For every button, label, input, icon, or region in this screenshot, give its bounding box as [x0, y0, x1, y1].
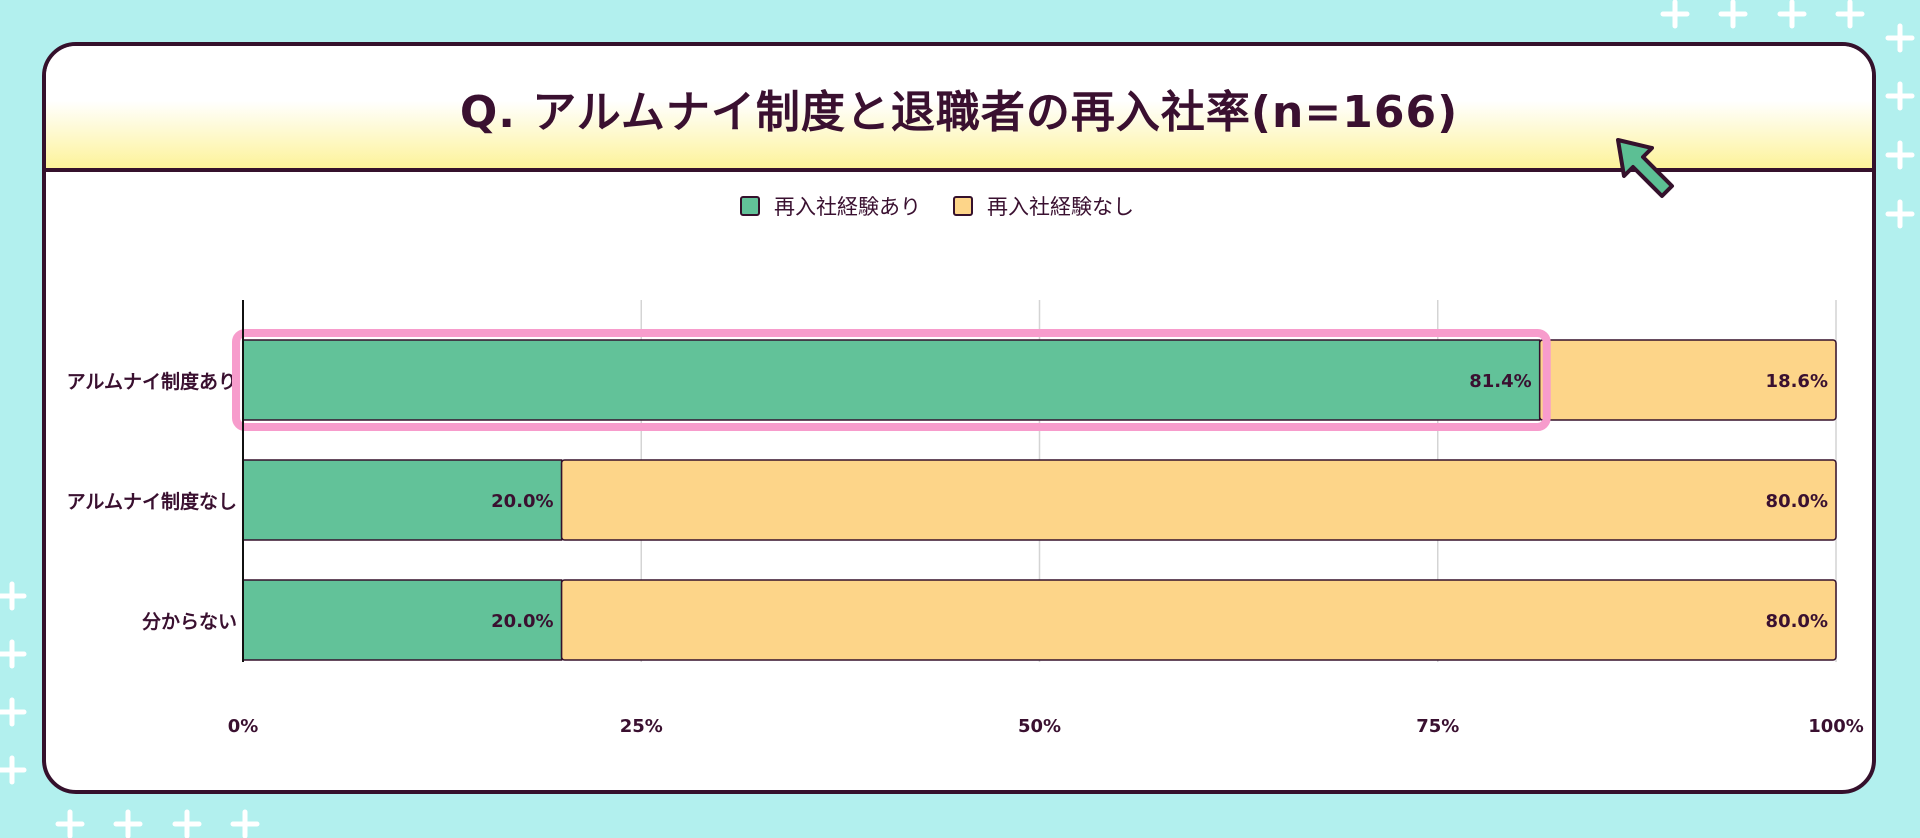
legend-label-not-experienced: 再入社経験なし: [987, 195, 1134, 219]
bar-segment: [242, 339, 1541, 421]
data-label: 81.4%: [1469, 371, 1531, 392]
x-tick-label: 100%: [1808, 716, 1864, 737]
bar-segment: [242, 459, 563, 541]
bar-segment: [560, 459, 1837, 541]
data-label: 20.0%: [491, 611, 553, 632]
category-label: 分からない: [142, 611, 237, 633]
x-tick-label: 50%: [1018, 716, 1061, 737]
chart-legend: 再入社経験あり 再入社経験なし: [740, 190, 1152, 222]
legend-item-experienced: 再入社経験あり: [740, 191, 921, 221]
category-label: アルムナイ制度あり: [67, 370, 237, 393]
chart-title: Q. アルムナイ制度と退職者の再入社率(n=166): [459, 87, 1459, 138]
title-header: Q. アルムナイ制度と退職者の再入社率(n=166): [46, 46, 1872, 172]
bar-segment: [242, 579, 563, 661]
x-tick-label: 25%: [620, 716, 663, 737]
bar-segment: [1538, 339, 1837, 421]
data-label: 80.0%: [1766, 611, 1828, 632]
highlight-outline: [232, 329, 1551, 431]
legend-swatch-not-experienced: [953, 196, 973, 216]
legend-swatch-experienced: [740, 196, 760, 216]
bar-segment: [560, 579, 1837, 661]
legend-item-not-experienced: 再入社経験なし: [953, 191, 1134, 221]
data-label: 20.0%: [491, 491, 553, 512]
data-label: 18.6%: [1766, 371, 1828, 392]
x-tick-label: 75%: [1416, 716, 1459, 737]
pointer-arrow-icon: [1616, 138, 1674, 198]
data-label: 80.0%: [1766, 491, 1828, 512]
legend-label-experienced: 再入社経験あり: [774, 195, 921, 219]
category-label: アルムナイ制度なし: [67, 490, 237, 513]
x-tick-label: 0%: [228, 716, 259, 737]
